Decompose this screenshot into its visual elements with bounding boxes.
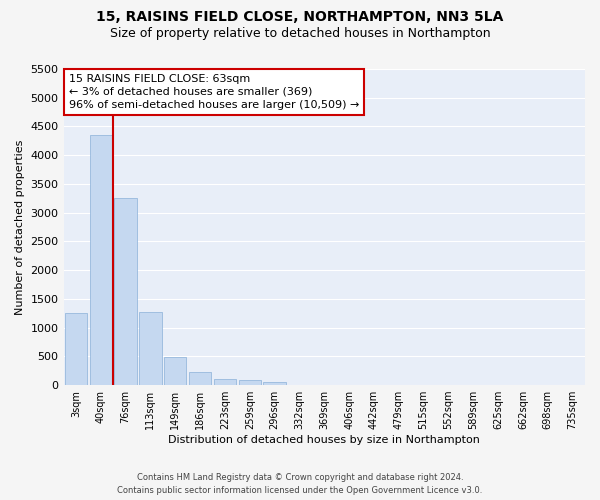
Text: 15, RAISINS FIELD CLOSE, NORTHAMPTON, NN3 5LA: 15, RAISINS FIELD CLOSE, NORTHAMPTON, NN…: [97, 10, 503, 24]
Bar: [214, 380, 236, 385]
Bar: [115, 198, 137, 385]
Bar: [164, 357, 187, 385]
Bar: [89, 135, 112, 385]
Y-axis label: Number of detached properties: Number of detached properties: [15, 140, 25, 314]
Bar: [189, 372, 211, 385]
Text: Size of property relative to detached houses in Northampton: Size of property relative to detached ho…: [110, 28, 490, 40]
Text: 15 RAISINS FIELD CLOSE: 63sqm
← 3% of detached houses are smaller (369)
96% of s: 15 RAISINS FIELD CLOSE: 63sqm ← 3% of de…: [69, 74, 359, 110]
Bar: [239, 380, 261, 385]
Text: Contains HM Land Registry data © Crown copyright and database right 2024.
Contai: Contains HM Land Registry data © Crown c…: [118, 474, 482, 495]
X-axis label: Distribution of detached houses by size in Northampton: Distribution of detached houses by size …: [169, 435, 480, 445]
Bar: [263, 382, 286, 385]
Bar: [65, 313, 87, 385]
Bar: [139, 312, 161, 385]
